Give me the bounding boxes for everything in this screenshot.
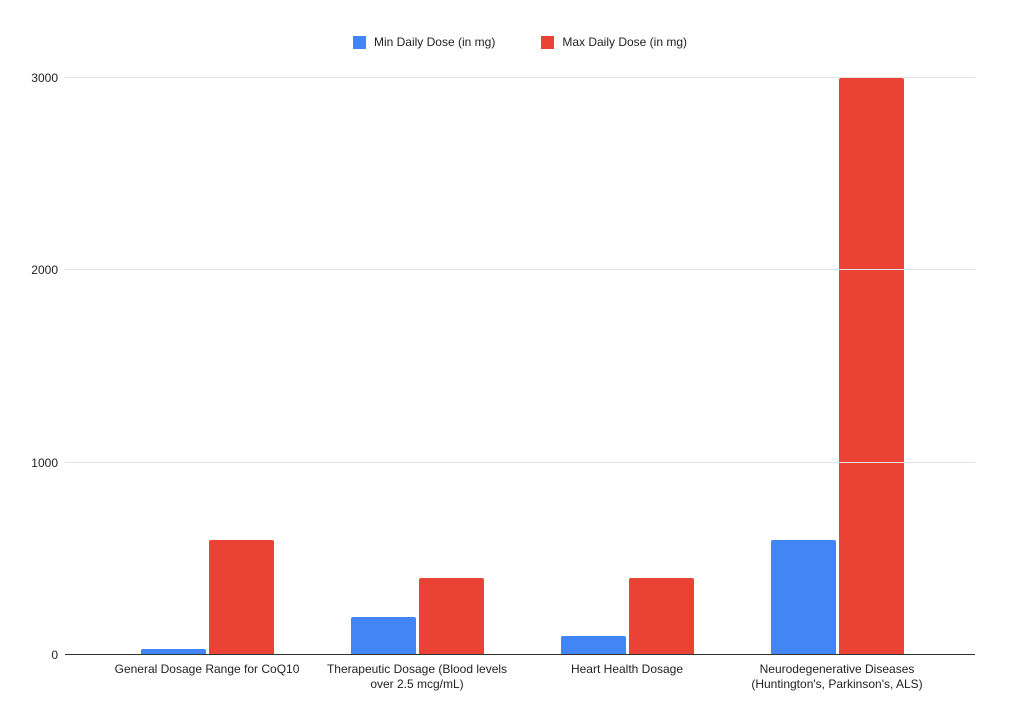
legend-item: Max Daily Dose (in mg) xyxy=(541,35,687,49)
bar-max-daily-dose xyxy=(838,78,904,655)
bar-min-daily-dose xyxy=(350,616,416,655)
x-axis-labels: General Dosage Range for CoQ10 Therapeuti… xyxy=(102,662,942,692)
bar-min-daily-dose xyxy=(560,635,626,655)
y-axis-tick-label: 0 xyxy=(51,648,58,662)
bar-group xyxy=(312,78,522,655)
gridline xyxy=(65,269,975,271)
gridline xyxy=(65,77,975,78)
legend-label: Max Daily Dose (in mg) xyxy=(562,35,688,49)
legend-item: Min Daily Dose (in mg) xyxy=(352,35,496,49)
bar-min-daily-dose xyxy=(140,649,206,655)
x-axis-category-label: Neurodegenerative Diseases (Huntington's… xyxy=(751,662,923,691)
bar-group xyxy=(102,78,312,655)
y-axis-tick-label: 3000 xyxy=(31,71,58,85)
legend-swatch-icon xyxy=(541,35,555,49)
x-axis-category-label: Heart Health Dosage xyxy=(570,662,684,676)
legend-label: Min Daily Dose (in mg) xyxy=(373,35,496,49)
y-axis: 0 1000 2000 3000 xyxy=(0,71,58,662)
y-axis-tick-label: 1000 xyxy=(31,455,58,470)
bar-max-daily-dose xyxy=(628,578,694,655)
bar-group xyxy=(522,78,732,655)
x-axis-category-label: Therapeutic Dosage (Blood levels over 2.… xyxy=(326,662,508,691)
bar-min-daily-dose xyxy=(770,539,836,655)
plot-band xyxy=(102,78,942,655)
bar-max-daily-dose xyxy=(208,539,274,655)
y-axis-tick-label: 2000 xyxy=(31,263,58,278)
bar-max-daily-dose xyxy=(418,578,484,655)
plot-area xyxy=(65,77,975,655)
bar-group xyxy=(732,78,942,655)
x-axis-category-label: General Dosage Range for CoQ10 xyxy=(114,662,300,676)
gridline xyxy=(65,461,975,463)
legend-swatch-icon xyxy=(352,35,366,49)
x-axis-baseline xyxy=(65,654,975,655)
chart-legend: Min Daily Dose (in mg) Max Daily Dose (in… xyxy=(65,35,975,49)
